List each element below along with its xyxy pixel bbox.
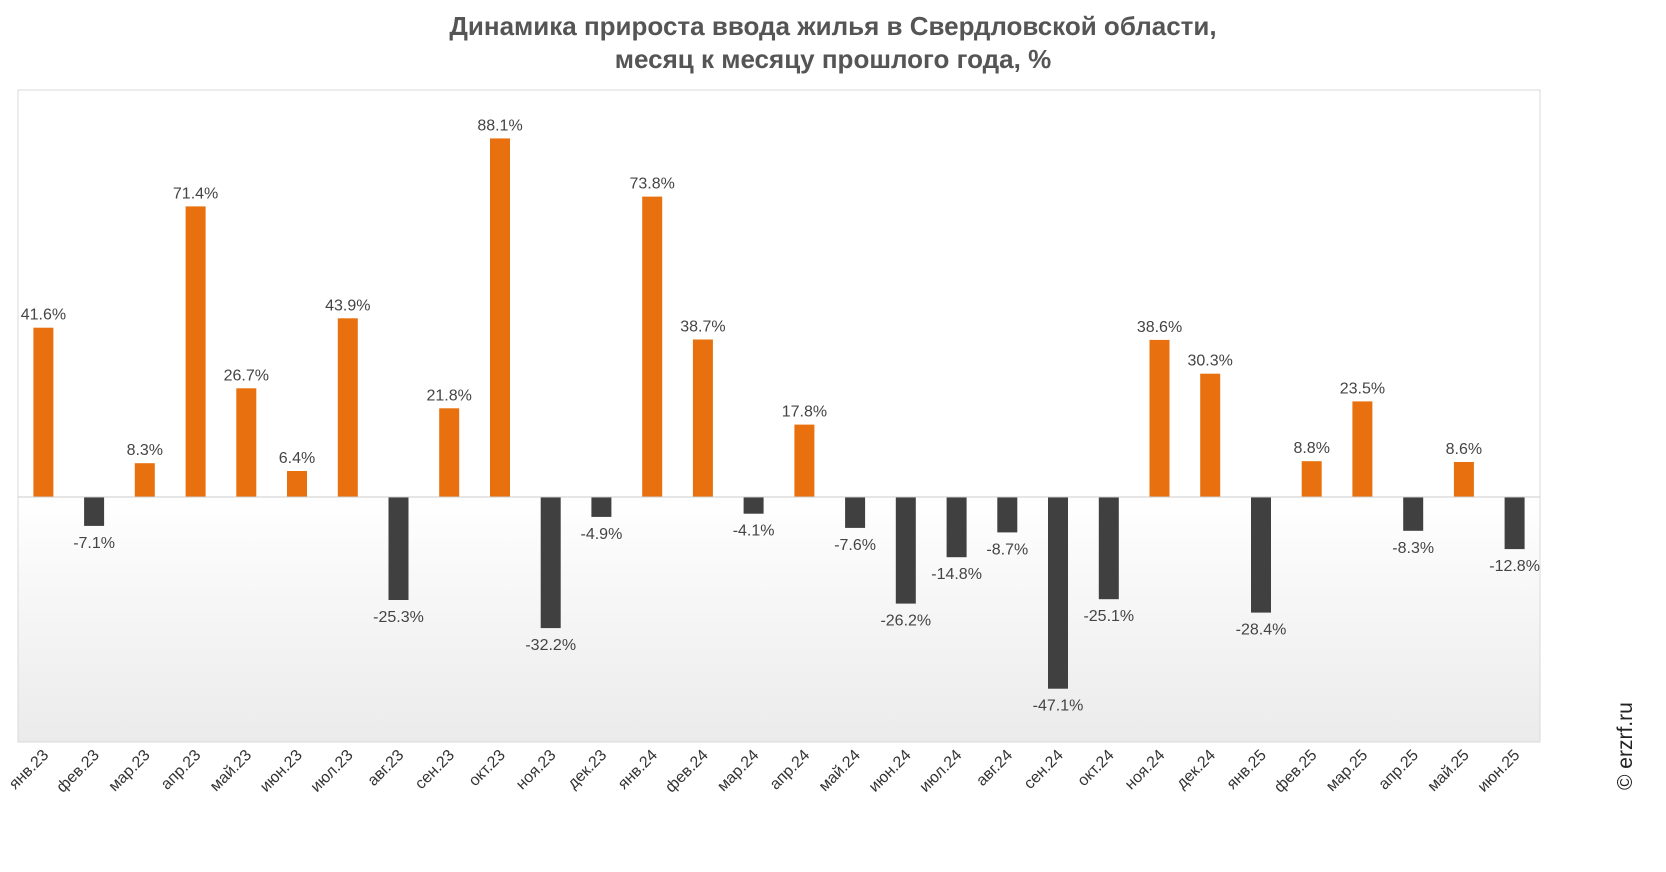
value-label-9: 88.1% [477,117,522,134]
value-label-1: -7.1% [73,535,115,552]
value-label-2: 8.3% [127,442,163,459]
x-tick-label-10: ноя.23 [513,747,559,793]
value-label-29: -12.8% [1489,558,1540,575]
bar-2 [134,463,155,497]
x-tick-labels: янв.23 фев.23 мар.23 апр.23 май.23 июн.23 июл.… [6,747,1523,796]
watermark: © erzrf.ru [1614,702,1637,790]
chart-title-line-2: месяц к месяцу прошлого года, % [614,44,1052,74]
bar-14 [743,497,764,514]
value-label-4: 26.7% [224,367,269,384]
bar-11 [591,497,612,517]
value-label-27: -8.3% [1392,540,1434,557]
value-label-22: 38.6% [1137,319,1182,336]
bar-27 [1403,497,1424,531]
x-tick-label-22: ноя.24 [1122,747,1168,793]
value-label-8: 21.8% [427,387,472,404]
bar-22 [1149,339,1170,497]
x-tick-label-24: янв.25 [1224,747,1270,793]
value-label-20: -47.1% [1033,698,1084,715]
x-tick-label-14: мар.24 [714,747,762,795]
x-tick-label-16: май.24 [816,747,864,795]
value-labels: 41.6% -7.1% 8.3% 71.4% 26.7% 6.4% 43.9% -25.3% 2… [21,117,1540,714]
x-tick-label-29: июн.25 [1475,747,1524,796]
value-label-6: 43.9% [325,297,370,314]
value-label-15: 17.8% [782,404,827,421]
bar-29 [1504,497,1525,550]
x-tick-label-11: дек.23 [565,747,611,793]
bar-3 [185,206,206,497]
bar-26 [1352,401,1373,497]
value-label-21: -25.1% [1083,608,1134,625]
x-tick-label-23: дек.24 [1173,747,1219,793]
value-label-14: -4.1% [733,523,775,540]
x-tick-label-0: янв.23 [6,747,52,793]
bar-25 [1301,461,1322,497]
bar-19 [997,497,1018,533]
chart-title-line-1: Динамика прироста ввода жилья в Свердлов… [449,11,1217,41]
bar-17 [895,497,916,604]
x-tick-label-3: апр.23 [158,747,205,794]
x-tick-label-5: июн.23 [257,747,306,796]
x-tick-label-7: авг.23 [365,747,408,790]
x-tick-label-17: июн.24 [866,747,915,796]
bar-10 [540,497,561,629]
value-label-0: 41.6% [21,307,66,324]
value-label-26: 23.5% [1340,380,1385,397]
bar-0 [33,327,54,497]
x-tick-label-9: окт.23 [466,747,509,790]
value-label-10: -32.2% [525,637,576,654]
bar-5 [287,471,307,497]
value-label-3: 71.4% [173,185,218,202]
value-label-19: -8.7% [986,541,1028,558]
bar-6 [337,318,358,497]
bar-7 [388,497,409,600]
x-tick-label-21: окт.24 [1075,747,1118,790]
x-tick-label-2: мар.23 [106,747,154,795]
x-tick-label-27: апр.25 [1376,747,1423,794]
bar-28 [1453,462,1474,497]
bar-18 [946,497,967,558]
x-tick-label-12: янв.24 [615,747,661,793]
bar-12 [642,196,663,497]
chart-title: Динамика прироста ввода жилья в Свердлов… [0,10,1666,76]
x-tick-label-26: мар.25 [1323,747,1371,795]
x-tick-label-13: фев.24 [662,747,711,796]
value-label-13: 38.7% [680,319,725,336]
bar-9 [490,138,510,497]
x-tick-label-20: сен.24 [1021,747,1067,793]
bars [33,138,1525,689]
bar-8 [439,408,460,497]
x-tick-label-6: июл.23 [308,747,357,796]
x-tick-label-4: май.23 [207,747,255,795]
bar-16 [845,497,866,528]
x-tick-label-15: апр.24 [767,747,814,794]
bar-21 [1098,497,1119,600]
x-tick-label-19: авг.24 [973,747,1016,790]
value-label-18: -14.8% [931,566,982,583]
value-label-25: 8.8% [1293,440,1329,457]
x-tick-label-1: фев.23 [54,747,103,796]
bar-23 [1200,373,1221,497]
bar-15 [794,424,815,497]
value-label-28: 8.6% [1446,441,1482,458]
value-label-5: 6.4% [279,450,315,467]
bar-4 [236,388,257,497]
bar-13 [692,339,713,497]
x-tick-label-18: июл.24 [917,747,966,796]
value-label-24: -28.4% [1236,622,1287,639]
x-tick-label-8: сен.23 [412,747,458,793]
x-tick-label-28: май.25 [1425,747,1473,795]
x-tick-label-25: фев.25 [1271,747,1320,796]
value-label-12: 73.8% [630,176,675,193]
value-label-23: 30.3% [1188,353,1233,370]
bar-20 [1048,497,1068,689]
value-label-7: -25.3% [373,609,424,626]
bar-1 [84,497,105,526]
bar-24 [1251,497,1271,613]
plot-area [17,89,1541,743]
value-label-11: -4.9% [581,526,623,543]
value-label-16: -7.6% [834,537,876,554]
value-label-17: -26.2% [880,613,931,630]
